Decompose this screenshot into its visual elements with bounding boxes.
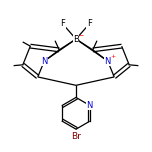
Text: B: B bbox=[73, 35, 79, 44]
Text: N: N bbox=[41, 57, 47, 66]
Text: F: F bbox=[87, 19, 92, 28]
Text: N: N bbox=[105, 57, 111, 66]
Text: Br: Br bbox=[71, 132, 81, 141]
Text: N: N bbox=[86, 101, 93, 110]
Text: −: − bbox=[78, 32, 83, 37]
Text: +: + bbox=[110, 54, 115, 59]
Text: F: F bbox=[60, 19, 65, 28]
